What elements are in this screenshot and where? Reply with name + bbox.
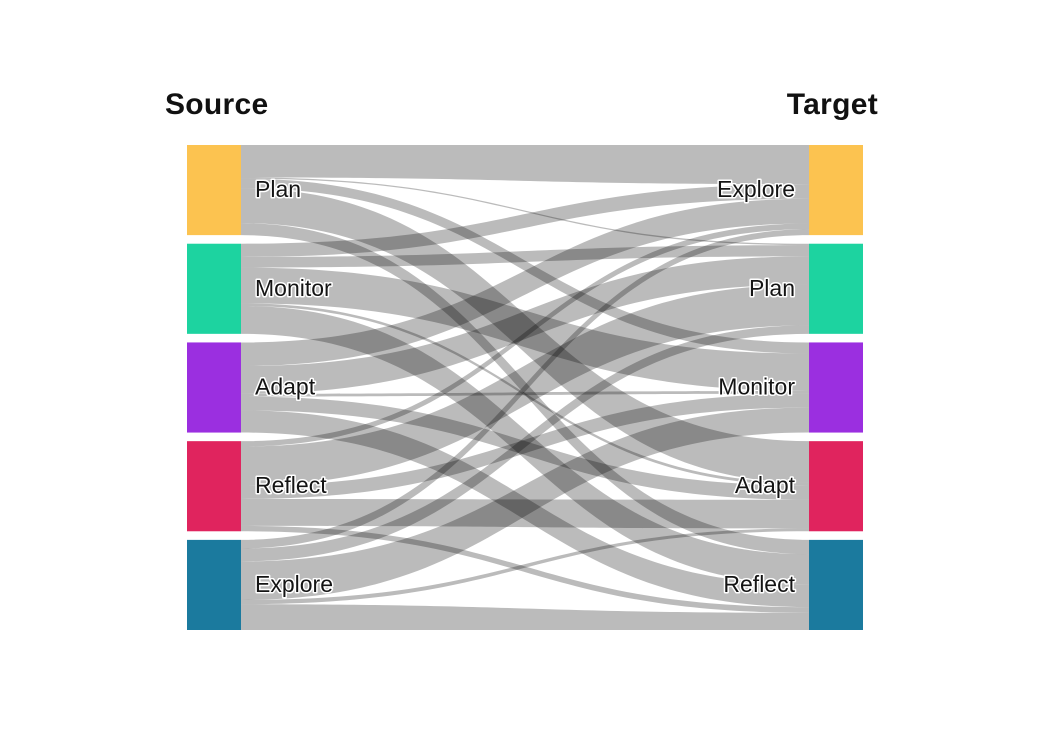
svg-text:Plan: Plan (749, 275, 795, 301)
svg-text:Reflect: Reflect (723, 571, 795, 597)
svg-text:Reflect: Reflect (255, 472, 327, 498)
svg-text:Explore: Explore (255, 571, 333, 597)
svg-text:Plan: Plan (255, 176, 301, 202)
svg-text:Monitor: Monitor (718, 374, 795, 400)
svg-text:Adapt: Adapt (255, 374, 316, 400)
svg-text:Explore: Explore (717, 176, 795, 202)
svg-text:Adapt: Adapt (735, 472, 796, 498)
svg-text:Monitor: Monitor (255, 275, 332, 301)
